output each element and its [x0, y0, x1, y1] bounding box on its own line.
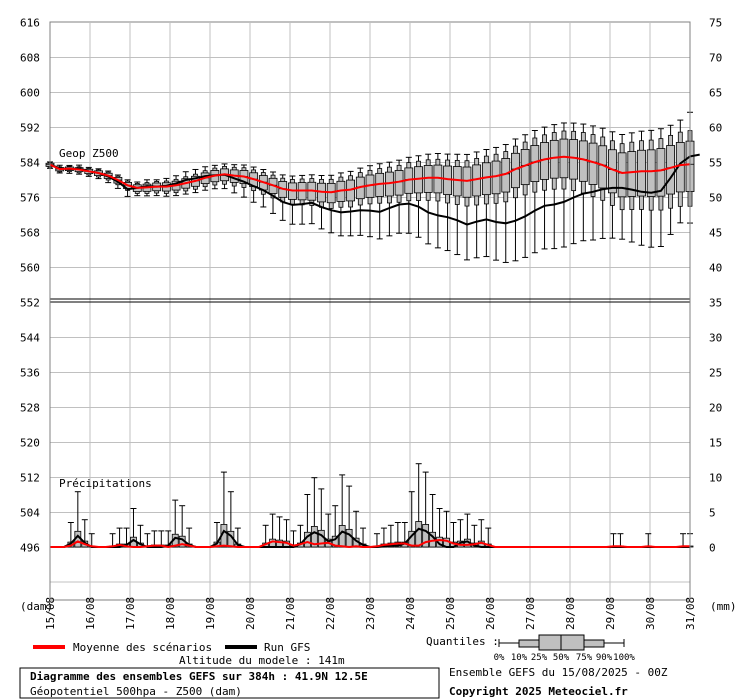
precip-box [345, 528, 353, 548]
precip-box [415, 521, 423, 548]
y-tick-right: 40 [709, 262, 722, 275]
y-tick-left: 528 [20, 402, 40, 415]
x-tick-label: 26/08 [484, 597, 497, 630]
y-tick-left: 496 [20, 542, 40, 555]
y-tick-left: 608 [20, 52, 40, 65]
y-tick-right: 30 [709, 332, 722, 345]
y-tick-right: 65 [709, 87, 722, 100]
geop-box [627, 151, 637, 197]
geop-box [559, 138, 569, 179]
geop-box [637, 149, 646, 197]
y-tick-left: 536 [20, 367, 40, 380]
y-tick-right: 35 [709, 297, 722, 310]
x-tick-label: 29/08 [604, 597, 617, 630]
geop-label: Geop Z500 [59, 147, 119, 160]
geop-box [462, 166, 472, 198]
y-tick-left: 520 [20, 437, 40, 450]
y-tick-left: 600 [20, 87, 40, 100]
x-tick-label: 19/08 [204, 597, 217, 630]
right-unit: (mm) [710, 600, 737, 613]
quantile-ticks: 0% 10% 25% 50% 75% 90% 100% [494, 653, 636, 663]
geop-box [617, 152, 627, 198]
x-tick-label: 16/08 [84, 597, 97, 630]
precip-box [338, 525, 346, 548]
y-tick-left: 504 [20, 507, 40, 520]
footer-box [19, 667, 440, 699]
x-tick-label: 31/08 [684, 597, 697, 630]
y-tick-left: 552 [20, 297, 40, 310]
quantile-tick-label: 25% [531, 653, 548, 663]
y-tick-right: 5 [709, 507, 716, 520]
y-tick-left: 576 [20, 192, 40, 205]
quantile-tick-label: 100% [613, 653, 635, 663]
precip-mean-line [50, 538, 690, 549]
x-tick-label: 23/08 [364, 597, 377, 630]
precip-box [331, 535, 339, 548]
y-tick-right: 50 [709, 192, 722, 205]
x-tick-label: 15/08 [44, 597, 57, 630]
y-tick-left: 544 [20, 332, 40, 345]
quantile-tick-label: 50% [553, 653, 570, 663]
x-tick-label: 25/08 [444, 597, 457, 630]
geop-box [646, 149, 656, 197]
quantile-tick-label: 0% [494, 653, 505, 663]
x-tick-label: 17/08 [124, 597, 137, 630]
footer-copyright: Copyright 2025 Meteociel.fr [449, 685, 628, 698]
y-tick-right: 60 [709, 122, 722, 135]
quantile-tick-label: 75% [576, 653, 593, 663]
geop-box [549, 139, 559, 179]
y-tick-right: 55 [709, 157, 722, 170]
y-tick-left: 568 [20, 227, 40, 240]
y-tick-left: 512 [20, 472, 40, 485]
y-tick-right: 10 [709, 472, 722, 485]
geop-box [656, 148, 666, 197]
y-tick-left: 592 [20, 122, 40, 135]
y-tick-right: 20 [709, 402, 722, 415]
y-tick-right: 0 [709, 542, 716, 555]
y-tick-right: 75 [709, 17, 722, 30]
precip-box [310, 526, 318, 548]
legend-mean-label: Moyenne des scénarios [73, 641, 212, 654]
x-tick-label: 18/08 [164, 597, 177, 630]
geop-box [569, 139, 579, 180]
y-tick-left: 616 [20, 17, 40, 30]
y-tick-right: 45 [709, 227, 722, 240]
footer-title: Diagramme des ensembles GEFS sur 384h : … [30, 670, 368, 683]
grid [49, 21, 691, 601]
footer-subtitle: Géopotentiel 500hpa - Z500 (dam) [30, 685, 242, 698]
quantile-tick-label: 90% [596, 653, 613, 663]
y-tick-left: 560 [20, 262, 40, 275]
quantiles-label: Quantiles : [426, 635, 499, 648]
precip-label: Précipitations [59, 477, 152, 490]
precip-box [422, 524, 430, 548]
x-tick-label: 22/08 [324, 597, 337, 630]
left-unit: (dam) [20, 600, 53, 613]
x-tick-label: 24/08 [404, 597, 417, 630]
y-tick-left: 584 [20, 157, 40, 170]
y-tick-right: 70 [709, 52, 722, 65]
y-tick-right: 15 [709, 437, 722, 450]
x-tick-label: 20/08 [244, 597, 257, 630]
legend-gfs-label: Run GFS [264, 641, 310, 654]
series-lines [49, 153, 700, 549]
geop-mean-line [49, 155, 691, 194]
quantile-key [498, 634, 625, 651]
geop-box [666, 145, 676, 195]
x-tick-label: 27/08 [524, 597, 537, 630]
quantile-tick-label: 10% [511, 653, 528, 663]
x-tick-label: 30/08 [644, 597, 657, 630]
y-tick-right: 25 [709, 367, 722, 380]
x-tick-label: 21/08 [284, 597, 297, 630]
footer-run: Ensemble GEFS du 15/08/2025 - 00Z [449, 666, 668, 679]
x-tick-label: 28/08 [564, 597, 577, 630]
altitude-label: Altitude du modele : 141m [179, 654, 345, 667]
